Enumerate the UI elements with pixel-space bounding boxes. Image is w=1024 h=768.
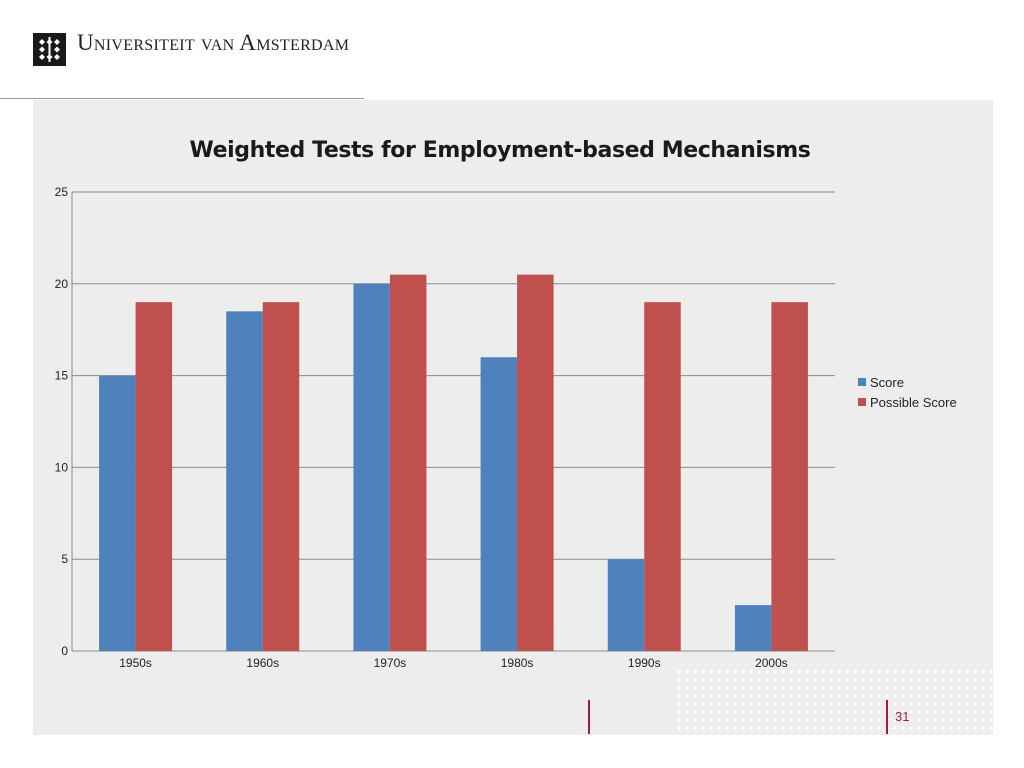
y-tick-label: 0 xyxy=(61,644,68,658)
bar-possible-score xyxy=(389,274,427,651)
legend-label: Score xyxy=(870,375,904,390)
bar-possible-score xyxy=(135,302,173,651)
x-tick-label: 1990s xyxy=(628,656,661,670)
y-tick-label: 15 xyxy=(55,369,69,383)
bar-possible-score xyxy=(771,302,808,651)
y-tick-label: 20 xyxy=(55,277,69,291)
university-name: Universiteit van Amsterdam xyxy=(77,30,350,55)
legend-swatch xyxy=(858,378,866,386)
y-tick-label: 5 xyxy=(61,552,68,566)
bar-score xyxy=(607,559,645,651)
y-tick-label: 25 xyxy=(55,185,69,199)
bar-possible-score xyxy=(262,302,300,651)
x-tick-label: 2000s xyxy=(755,656,788,670)
y-tick-label: 10 xyxy=(55,460,69,474)
bar-possible-score xyxy=(517,274,554,651)
legend-swatch xyxy=(858,398,866,406)
bar-score xyxy=(353,283,390,651)
footer-divider-right xyxy=(886,700,888,734)
bar-score xyxy=(480,357,518,651)
x-tick-label: 1970s xyxy=(374,656,407,670)
bar-score xyxy=(734,605,772,651)
chart-title: Weighted Tests for Employment-based Mech… xyxy=(189,138,811,163)
legend-label: Possible Score xyxy=(870,395,957,410)
x-tick-label: 1960s xyxy=(246,656,279,670)
footer-divider-left xyxy=(588,700,590,734)
bar-possible-score xyxy=(644,302,681,651)
page-number: 31 xyxy=(895,709,910,724)
bar-score xyxy=(226,311,263,651)
header-divider xyxy=(0,98,364,99)
decorative-dot-pattern xyxy=(675,668,993,735)
uva-logo-icon xyxy=(33,33,66,66)
bar-score xyxy=(99,375,136,651)
x-tick-label: 1980s xyxy=(501,656,534,670)
x-tick-label: 1950s xyxy=(119,656,152,670)
